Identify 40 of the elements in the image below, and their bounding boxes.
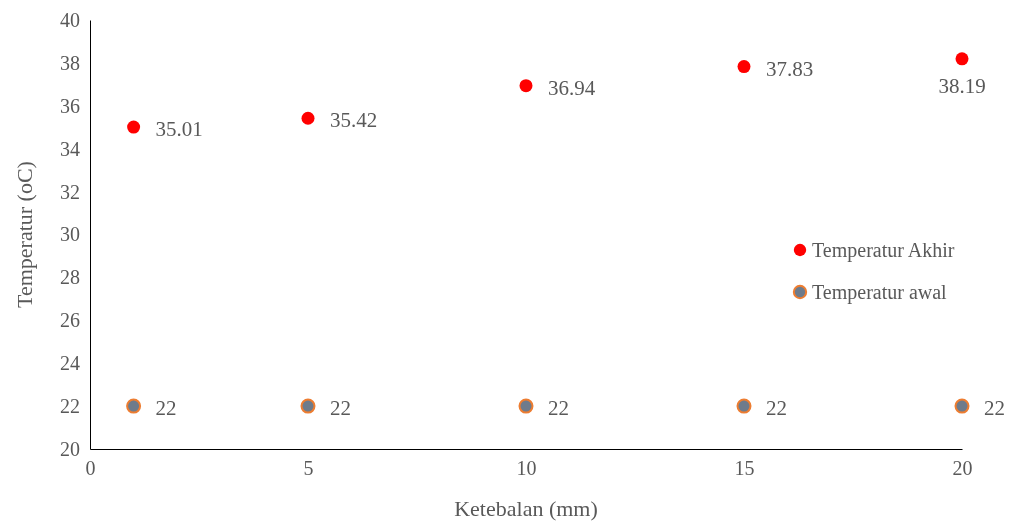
x-tick-label: 5 (303, 457, 314, 480)
data-label: 22 (984, 396, 1005, 421)
data-label: 36.94 (548, 75, 596, 100)
legend-label: Temperatur Akhir (812, 239, 955, 262)
x-tick-label: 10 (516, 457, 537, 480)
point (127, 120, 141, 134)
data-label: 37.83 (766, 56, 814, 81)
y-tick-label: 32 (60, 180, 80, 203)
point (301, 111, 315, 125)
data-label: 22 (548, 396, 569, 421)
data-label: 35.01 (155, 117, 203, 142)
data-label: 22 (330, 396, 351, 421)
y-tick-label: 40 (60, 8, 80, 31)
y-tick-label: 20 (60, 437, 80, 460)
x-tick-label: 15 (734, 457, 755, 480)
point (518, 398, 534, 414)
data-label: 35.42 (330, 108, 378, 133)
y-axis-title: Temperatur (oC) (12, 161, 37, 308)
data-label: 38.19 (938, 73, 986, 98)
y-tick-label: 28 (60, 266, 80, 289)
x-tick-label: 20 (952, 457, 973, 480)
point (737, 60, 751, 74)
point (519, 79, 533, 93)
y-tick-label: 34 (60, 137, 80, 160)
legend-label: Temperatur awal (812, 281, 948, 304)
y-tick-label: 26 (60, 309, 80, 332)
y-tick-label: 30 (60, 223, 80, 246)
x-tick-label: 0 (85, 457, 96, 480)
point (955, 52, 969, 66)
y-tick-label: 38 (60, 51, 80, 74)
data-label: 22 (155, 396, 177, 421)
y-tick-label: 36 (60, 94, 80, 117)
data-label: 22 (766, 396, 787, 421)
x-axis-title: Ketebalan (mm) (454, 496, 598, 521)
y-tick-label: 24 (60, 352, 80, 375)
point (300, 398, 316, 414)
point (954, 398, 970, 414)
point (126, 398, 142, 414)
y-tick-label: 22 (60, 395, 80, 417)
point (736, 398, 752, 414)
